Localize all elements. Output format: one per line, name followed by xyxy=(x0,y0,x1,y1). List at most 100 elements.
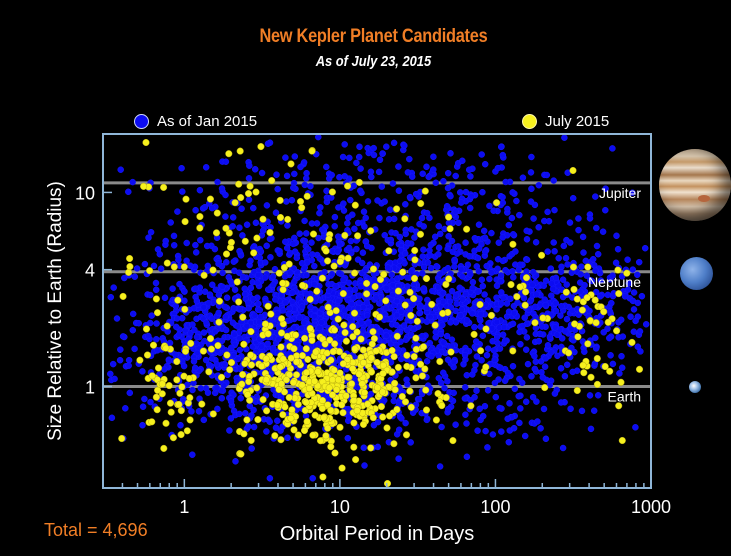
point-jan-2015 xyxy=(125,188,132,196)
point-jan-2015 xyxy=(493,294,500,301)
point-jan-2015 xyxy=(305,246,312,253)
point-jan-2015 xyxy=(426,339,434,347)
point-jan-2015 xyxy=(310,280,318,288)
point-jan-2015 xyxy=(483,351,491,359)
chart-title: New Kepler Planet Candidates xyxy=(259,26,488,47)
point-jan-2015 xyxy=(180,287,188,295)
point-jan-2015 xyxy=(175,256,182,264)
point-july-2015 xyxy=(173,376,181,384)
point-jan-2015 xyxy=(347,196,354,204)
point-jan-2015 xyxy=(334,233,342,240)
point-jan-2015 xyxy=(452,307,459,315)
point-jan-2015 xyxy=(535,224,542,231)
point-jan-2015 xyxy=(362,214,369,222)
point-july-2015 xyxy=(351,345,359,353)
point-jan-2015 xyxy=(236,224,243,231)
point-jan-2015 xyxy=(592,334,599,342)
point-jan-2015 xyxy=(336,173,343,181)
point-jan-2015 xyxy=(423,163,430,171)
point-july-2015 xyxy=(357,335,365,343)
point-jan-2015 xyxy=(478,276,486,284)
point-jan-2015 xyxy=(575,215,582,222)
point-jan-2015 xyxy=(228,344,235,351)
point-jan-2015 xyxy=(396,400,403,407)
point-july-2015 xyxy=(289,378,297,386)
point-jan-2015 xyxy=(636,328,644,335)
point-july-2015 xyxy=(235,298,243,306)
point-jan-2015 xyxy=(384,264,392,271)
point-july-2015 xyxy=(170,263,178,271)
earth-image xyxy=(689,381,701,393)
point-jan-2015 xyxy=(428,352,435,360)
point-jan-2015 xyxy=(215,260,222,267)
point-july-2015 xyxy=(470,330,478,338)
point-july-2015 xyxy=(306,324,314,333)
point-jan-2015 xyxy=(371,276,378,284)
point-jan-2015 xyxy=(361,223,368,230)
point-jan-2015 xyxy=(499,234,506,241)
point-july-2015 xyxy=(358,380,366,388)
point-july-2015 xyxy=(432,416,440,424)
point-jan-2015 xyxy=(400,322,408,329)
point-july-2015 xyxy=(419,343,428,351)
point-jan-2015 xyxy=(200,329,208,336)
point-july-2015 xyxy=(509,240,517,248)
point-jan-2015 xyxy=(509,268,516,275)
point-july-2015 xyxy=(276,213,285,222)
point-july-2015 xyxy=(446,225,454,233)
point-jan-2015 xyxy=(513,197,520,205)
point-jan-2015 xyxy=(261,259,269,266)
point-jan-2015 xyxy=(493,333,501,341)
point-july-2015 xyxy=(325,384,333,392)
point-july-2015 xyxy=(363,290,371,298)
point-jan-2015 xyxy=(309,251,316,258)
point-july-2015 xyxy=(615,290,623,298)
point-july-2015 xyxy=(305,384,313,393)
point-jan-2015 xyxy=(107,370,114,378)
point-jan-2015 xyxy=(406,155,413,163)
point-july-2015 xyxy=(153,406,161,414)
point-jan-2015 xyxy=(109,360,117,368)
point-july-2015 xyxy=(421,187,429,195)
point-jan-2015 xyxy=(246,162,253,169)
point-jan-2015 xyxy=(250,204,257,212)
point-july-2015 xyxy=(353,407,361,415)
point-jan-2015 xyxy=(263,202,271,209)
point-jan-2015 xyxy=(374,418,382,426)
legend-entry-july: July 2015 xyxy=(522,111,609,131)
point-jan-2015 xyxy=(451,256,458,264)
point-jan-2015 xyxy=(344,434,352,442)
point-jan-2015 xyxy=(510,424,518,432)
point-jan-2015 xyxy=(248,412,255,419)
point-jan-2015 xyxy=(429,287,436,295)
point-july-2015 xyxy=(383,424,391,432)
point-july-2015 xyxy=(162,344,170,352)
point-jan-2015 xyxy=(250,423,258,431)
point-jan-2015 xyxy=(231,331,238,338)
point-jan-2015 xyxy=(548,280,556,287)
point-july-2015 xyxy=(199,347,207,355)
point-july-2015 xyxy=(410,274,419,282)
point-jan-2015 xyxy=(192,285,199,292)
point-july-2015 xyxy=(507,281,515,289)
point-jan-2015 xyxy=(407,268,415,275)
point-july-2015 xyxy=(298,381,306,389)
point-jan-2015 xyxy=(302,175,310,182)
point-jan-2015 xyxy=(468,193,475,200)
point-jan-2015 xyxy=(586,215,594,222)
point-jan-2015 xyxy=(612,259,620,267)
point-july-2015 xyxy=(196,224,204,232)
jupiter-image xyxy=(659,149,731,221)
point-july-2015 xyxy=(410,353,418,361)
point-jan-2015 xyxy=(430,153,437,161)
point-jan-2015 xyxy=(170,232,178,240)
point-july-2015 xyxy=(447,348,455,356)
point-july-2015 xyxy=(253,384,261,392)
point-jan-2015 xyxy=(510,274,517,281)
point-jan-2015 xyxy=(467,173,474,180)
point-jan-2015 xyxy=(436,463,444,470)
point-jan-2015 xyxy=(226,427,233,434)
point-jan-2015 xyxy=(583,272,591,279)
point-july-2015 xyxy=(410,295,418,303)
point-jan-2015 xyxy=(211,245,219,253)
